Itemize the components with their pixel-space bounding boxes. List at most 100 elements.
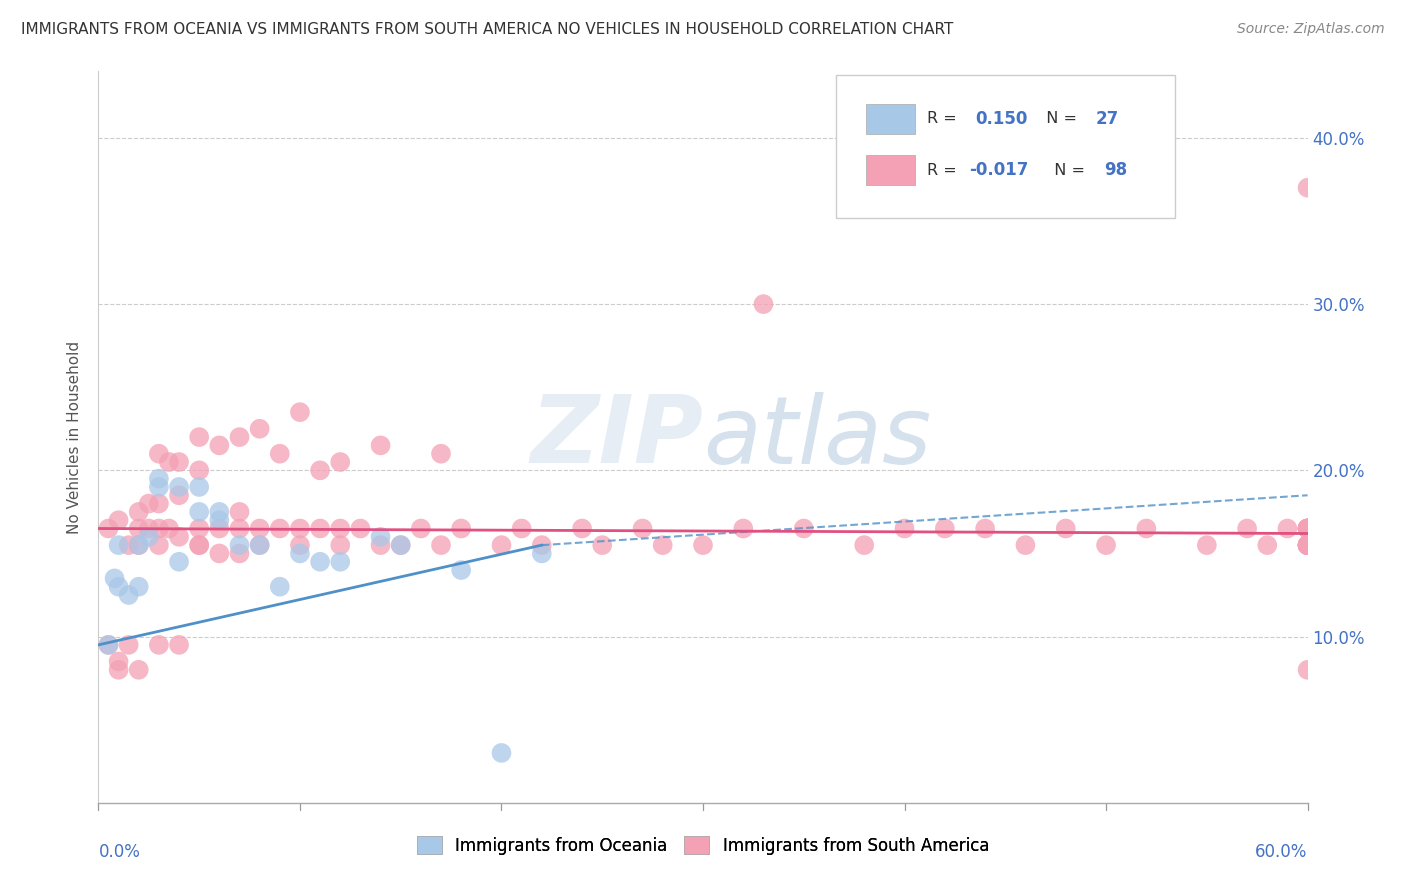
Point <box>692 538 714 552</box>
Text: 0.0%: 0.0% <box>98 843 141 861</box>
Point <box>107 538 129 552</box>
Point <box>188 538 211 552</box>
Point <box>128 505 150 519</box>
Point <box>1296 521 1319 535</box>
Point <box>148 472 170 486</box>
Point <box>1054 521 1077 535</box>
Point <box>148 447 170 461</box>
Point <box>138 530 160 544</box>
Point <box>1014 538 1036 552</box>
Text: atlas: atlas <box>703 392 931 483</box>
Point <box>208 546 231 560</box>
Point <box>288 546 311 560</box>
Point <box>510 521 533 535</box>
Point <box>228 505 250 519</box>
Point <box>118 538 141 552</box>
Point <box>1296 538 1319 552</box>
Point <box>1296 521 1319 535</box>
Point <box>430 447 453 461</box>
FancyBboxPatch shape <box>866 155 915 185</box>
Point <box>148 521 170 535</box>
Text: 60.0%: 60.0% <box>1256 843 1308 861</box>
Point <box>1296 538 1319 552</box>
Point <box>1277 521 1299 535</box>
Point <box>631 521 654 535</box>
Point <box>329 538 352 552</box>
Point <box>249 538 271 552</box>
Text: -0.017: -0.017 <box>969 161 1028 179</box>
Point <box>288 405 311 419</box>
Point <box>430 538 453 552</box>
Point <box>249 521 271 535</box>
Point <box>167 488 190 502</box>
Text: 0.150: 0.150 <box>976 110 1028 128</box>
Point <box>853 538 876 552</box>
Point <box>591 538 613 552</box>
Point <box>249 538 271 552</box>
Point <box>157 521 180 535</box>
Point <box>1135 521 1157 535</box>
Point <box>389 538 412 552</box>
Point <box>97 521 120 535</box>
Text: N =: N = <box>1045 162 1090 178</box>
Point <box>188 463 211 477</box>
Point <box>97 638 120 652</box>
Point <box>188 505 211 519</box>
Point <box>450 521 472 535</box>
Point <box>309 521 332 535</box>
Point <box>893 521 915 535</box>
Point <box>118 638 141 652</box>
Point <box>1296 180 1319 194</box>
Point <box>107 655 129 669</box>
Point <box>157 455 180 469</box>
Point <box>409 521 432 535</box>
Point <box>228 538 250 552</box>
Point <box>188 430 211 444</box>
Point <box>148 638 170 652</box>
Point <box>228 546 250 560</box>
Point <box>1195 538 1218 552</box>
Point <box>167 480 190 494</box>
Text: Source: ZipAtlas.com: Source: ZipAtlas.com <box>1237 22 1385 37</box>
Point <box>128 580 150 594</box>
Point <box>370 538 392 552</box>
Point <box>793 521 815 535</box>
Point <box>1296 538 1319 552</box>
Y-axis label: No Vehicles in Household: No Vehicles in Household <box>67 341 83 533</box>
Point <box>148 497 170 511</box>
Point <box>167 455 190 469</box>
Point <box>491 538 513 552</box>
Point <box>349 521 371 535</box>
Point <box>188 538 211 552</box>
Text: R =: R = <box>927 112 962 127</box>
Point <box>167 530 190 544</box>
Point <box>309 463 332 477</box>
Text: IMMIGRANTS FROM OCEANIA VS IMMIGRANTS FROM SOUTH AMERICA NO VEHICLES IN HOUSEHOL: IMMIGRANTS FROM OCEANIA VS IMMIGRANTS FR… <box>21 22 953 37</box>
Point <box>1256 538 1278 552</box>
Text: R =: R = <box>927 162 962 178</box>
Point <box>208 513 231 527</box>
Point <box>208 438 231 452</box>
Point <box>103 571 125 585</box>
Point <box>530 546 553 560</box>
Point <box>167 555 190 569</box>
Point <box>288 521 311 535</box>
Point <box>370 438 392 452</box>
Point <box>107 513 129 527</box>
Text: ZIP: ZIP <box>530 391 703 483</box>
Point <box>107 580 129 594</box>
Point <box>128 538 150 552</box>
Point <box>1296 538 1319 552</box>
Point <box>1296 521 1319 535</box>
Point <box>269 580 291 594</box>
Point <box>1296 663 1319 677</box>
Text: 98: 98 <box>1105 161 1128 179</box>
FancyBboxPatch shape <box>866 104 915 134</box>
Point <box>1296 521 1319 535</box>
Point <box>1236 521 1258 535</box>
Point <box>530 538 553 552</box>
Point <box>228 521 250 535</box>
Point <box>269 447 291 461</box>
Point <box>1296 521 1319 535</box>
Point <box>1296 521 1319 535</box>
